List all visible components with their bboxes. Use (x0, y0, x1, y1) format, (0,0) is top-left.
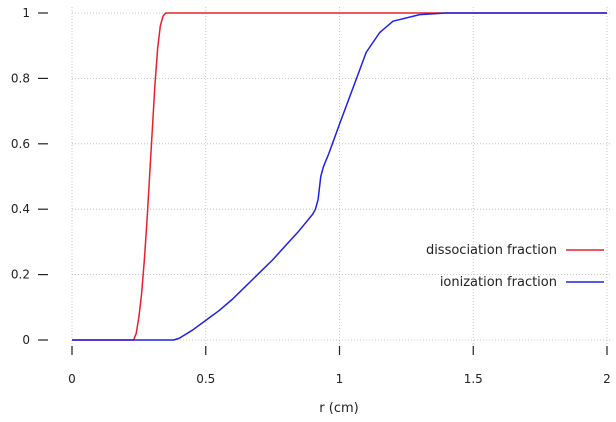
legend: dissociation fraction ionization fractio… (426, 243, 604, 290)
series-line-dissociation (72, 12, 607, 341)
series-line-ionization (72, 12, 607, 341)
x-tick-label: 1.5 (464, 372, 483, 386)
y-tick-label: 0.6 (11, 137, 30, 151)
axes: 0 0.5 1 1.5 2 0 0.2 0.4 0.6 0.8 1 (11, 6, 611, 386)
legend-label-dissociation: dissociation fraction (426, 243, 557, 258)
x-tick-label: 0.5 (196, 372, 215, 386)
legend-label-ionization: ionization fraction (440, 275, 557, 290)
grid (71, 7, 612, 344)
y-tick-label: 0 (22, 333, 30, 347)
y-tick-label: 0.4 (11, 202, 30, 216)
y-tick-label: 0.8 (11, 71, 30, 85)
x-axis-title: r (cm) (319, 401, 358, 416)
x-tick-label: 2 (603, 372, 611, 386)
series-lines (72, 12, 607, 341)
x-tick-label: 1 (336, 372, 344, 386)
y-tick-label: 1 (22, 6, 30, 20)
x-tick-label: 0 (68, 372, 76, 386)
y-tick-label: 0.2 (11, 268, 30, 282)
